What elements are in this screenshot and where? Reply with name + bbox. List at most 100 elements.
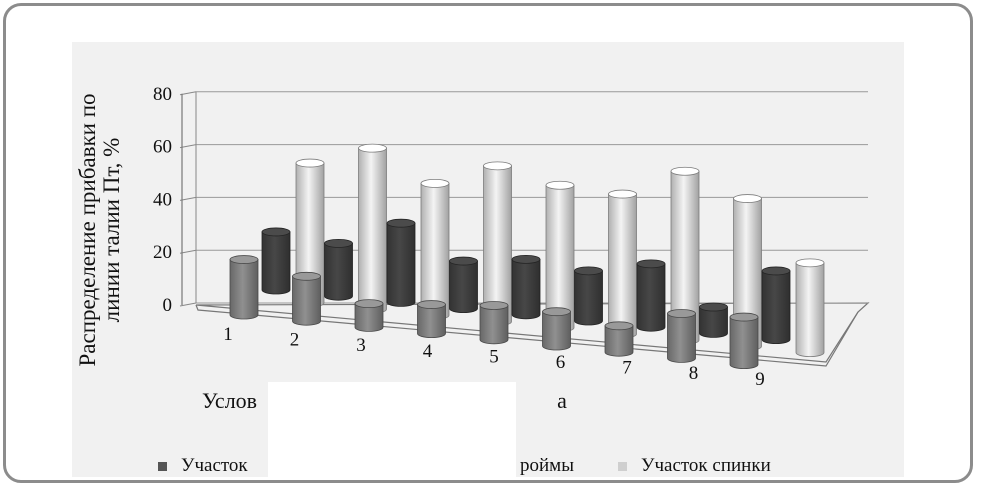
- bar-series-2-cat-4: [449, 256, 478, 313]
- grid-diagonal: [179, 196, 197, 201]
- y-tick-label: 0: [163, 295, 173, 316]
- y-tick-label: 60: [153, 137, 172, 158]
- bar-body: [292, 275, 321, 326]
- bar-top: [292, 271, 321, 281]
- bar-body: [358, 147, 387, 314]
- bar-series-3-cat-2: [358, 143, 387, 314]
- legend-entry-fragment: роймы: [520, 455, 574, 477]
- bar-top: [729, 312, 759, 322]
- legend-label-fragment: роймы: [520, 455, 574, 476]
- bar-body: [667, 313, 696, 363]
- bar-body: [761, 270, 791, 344]
- y-tick-label: 80: [153, 84, 172, 105]
- bar-body: [420, 183, 450, 320]
- bar-top: [699, 302, 728, 312]
- bar-series-1-cat-2: [292, 271, 321, 326]
- y-axis-label: Распределение прибавки по линии талии Пт…: [75, 93, 124, 367]
- bar-top: [667, 309, 696, 318]
- bar-top: [420, 178, 450, 188]
- bar-top: [542, 307, 571, 317]
- x-tick-label: 3: [356, 335, 366, 356]
- bar-body: [324, 243, 353, 301]
- y-tick-label: 20: [153, 242, 172, 263]
- grid-diagonal: [179, 249, 197, 254]
- x-tick-label: 1: [223, 324, 233, 345]
- x-tick-label: 7: [622, 358, 632, 379]
- bar-top: [229, 255, 259, 264]
- bar-series-2-cat-8: [699, 302, 728, 338]
- bar-series-3-cat-4: [483, 161, 512, 326]
- bar-body: [261, 231, 291, 295]
- bar-top: [358, 143, 387, 153]
- x-tick-label: 2: [290, 330, 300, 351]
- bar-top: [636, 259, 666, 269]
- legend-entry-series-3: Участок спинки: [618, 455, 771, 477]
- bar-top: [670, 166, 700, 176]
- bar-top: [574, 266, 603, 276]
- bar-series-1-cat-5: [479, 301, 509, 345]
- bar-top: [295, 158, 325, 168]
- bar-body: [699, 306, 728, 338]
- bar-body: [417, 304, 446, 338]
- bar-top: [417, 300, 446, 309]
- bar-body: [574, 270, 603, 326]
- bar-top: [733, 194, 762, 203]
- bar-top: [449, 256, 478, 266]
- bar-top: [354, 299, 384, 309]
- y-tick-labels: 0 20 40 60 80: [153, 84, 172, 316]
- bar-top: [386, 218, 416, 228]
- occluding-overlay: [268, 382, 516, 477]
- grid-diagonal: [179, 91, 197, 96]
- bar-series-2-cat-6: [574, 266, 603, 326]
- bar-series-3-cat-6: [608, 189, 637, 339]
- bar-body: [636, 263, 666, 332]
- bar-body: [229, 259, 259, 320]
- bar-series-2-cat-2: [324, 238, 353, 301]
- bar-series-1-cat-1: [229, 255, 259, 320]
- bar-body: [542, 311, 571, 351]
- bar-top: [608, 189, 637, 199]
- bar-top: [483, 161, 512, 171]
- bar-top: [479, 301, 509, 310]
- chart-bars: [229, 143, 825, 369]
- bar-series-2-cat-5: [511, 254, 541, 320]
- grid-diagonal: [179, 144, 197, 149]
- bar-body: [795, 262, 825, 357]
- bar-body: [729, 316, 759, 369]
- bar-series-1-cat-9: [729, 312, 759, 369]
- x-tick-label: 4: [423, 341, 433, 362]
- bar-series-3-cat-7: [670, 166, 700, 345]
- x-tick-label: 8: [689, 363, 699, 384]
- bar-top: [795, 258, 825, 268]
- legend-label-series-1: Участок: [181, 455, 248, 476]
- legend-label-series-3: Участок спинки: [641, 455, 771, 476]
- floor-front-edge: [195, 304, 859, 367]
- y-tick-label: 40: [153, 189, 172, 210]
- x-axis-label-start: Услов: [202, 388, 258, 413]
- bar-body: [354, 303, 384, 332]
- bar-series-2-cat-9: [761, 266, 791, 344]
- bar-series-1-cat-4: [417, 300, 446, 338]
- bar-body: [511, 258, 541, 320]
- bar-body: [479, 305, 509, 345]
- grid-diagonal: [179, 302, 197, 307]
- bar-series-1-cat-3: [354, 299, 384, 332]
- x-tick-label: 6: [556, 352, 566, 373]
- bar-top: [604, 321, 634, 331]
- bar-top: [761, 266, 791, 276]
- bar-series-3-cat-3: [420, 178, 450, 320]
- bar-series-1-cat-7: [604, 321, 634, 357]
- x-tick-labels: 1 2 3 4 5 6 7 8 9: [223, 324, 765, 390]
- bar-top: [511, 254, 541, 264]
- legend-entry-series-1: Участок: [158, 455, 248, 477]
- bar-series-2-cat-1: [261, 227, 291, 295]
- bar-body: [386, 222, 416, 307]
- bar-top: [261, 227, 291, 237]
- legend-swatch-series-1: [158, 461, 167, 471]
- bar-series-2-cat-7: [636, 259, 666, 332]
- bar-series-1-cat-6: [542, 307, 571, 351]
- bar-top: [545, 180, 575, 190]
- bar-series-2-cat-3: [386, 218, 416, 307]
- bar-series-3-cat-9: [795, 258, 825, 357]
